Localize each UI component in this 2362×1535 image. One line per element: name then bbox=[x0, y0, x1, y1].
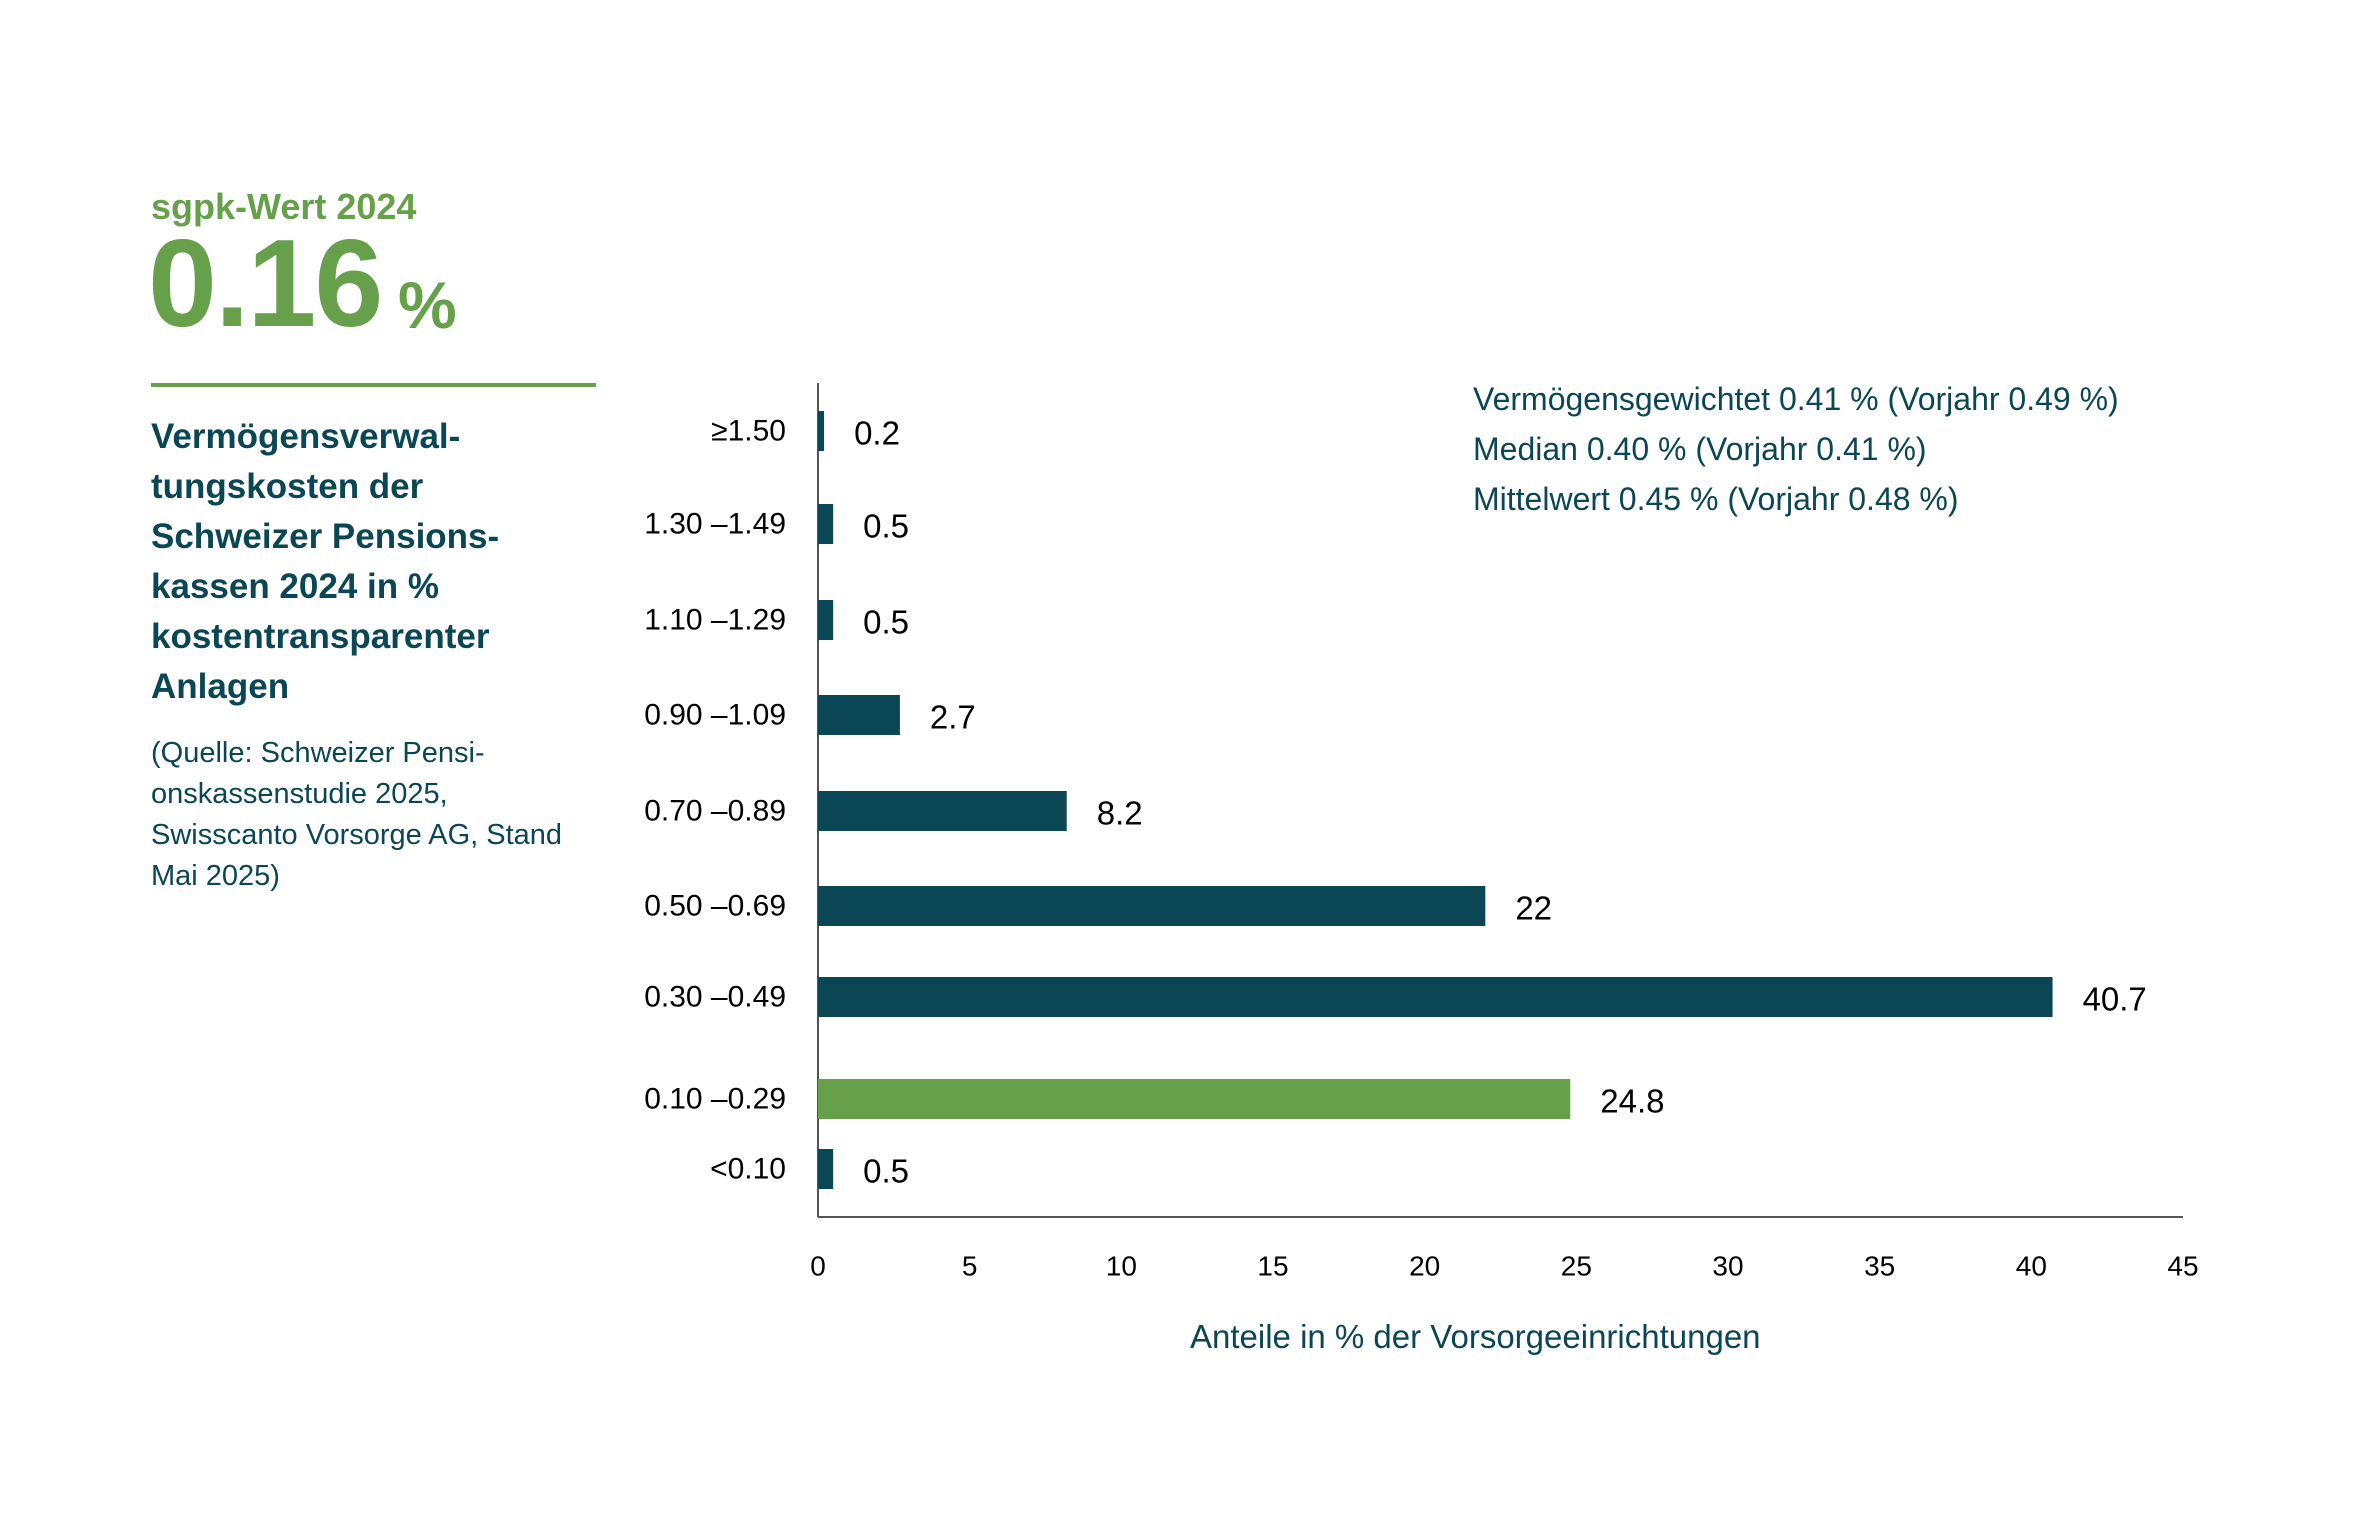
summary-stats: Vermögensgewichtet 0.41 % (Vorjahr 0.49 … bbox=[1473, 374, 2119, 524]
value-label: 0.5 bbox=[863, 508, 909, 545]
x-tick-label: 15 bbox=[1257, 1251, 1288, 1282]
category-label: 0.70 –0.89 bbox=[644, 795, 786, 828]
x-axis-title: Anteile in % der Vorsorgeeinrichtungen bbox=[1190, 1318, 1761, 1355]
x-tick-label: 5 bbox=[962, 1251, 978, 1282]
bar bbox=[818, 504, 834, 544]
value-label: 40.7 bbox=[2083, 981, 2147, 1018]
value-label: 8.2 bbox=[1097, 795, 1143, 832]
headline-unit: % bbox=[398, 268, 457, 342]
x-tick-label: 35 bbox=[1864, 1251, 1895, 1282]
x-tick-label: 30 bbox=[1712, 1251, 1743, 1282]
bar bbox=[818, 695, 900, 735]
value-label: 0.5 bbox=[863, 1153, 909, 1190]
value-label: 0.2 bbox=[854, 415, 900, 452]
bar bbox=[818, 791, 1067, 831]
stat-weighted: Vermögensgewichtet 0.41 % (Vorjahr 0.49 … bbox=[1473, 381, 2119, 417]
kicker-label: sgpk-Wert 2024 bbox=[151, 186, 417, 227]
stat-mean: Mittelwert 0.45 % (Vorjahr 0.48 %) bbox=[1473, 481, 1959, 517]
bar bbox=[818, 411, 825, 451]
x-tick-label: 40 bbox=[2016, 1251, 2047, 1282]
value-label: 24.8 bbox=[1600, 1083, 1664, 1120]
headline-value: 0.16 bbox=[148, 215, 383, 353]
value-label: 2.7 bbox=[930, 699, 976, 736]
category-label: <0.10 bbox=[710, 1153, 786, 1186]
x-tick-label: 0 bbox=[810, 1251, 826, 1282]
category-label: 1.10 –1.29 bbox=[644, 604, 786, 637]
category-label: 1.30 –1.49 bbox=[644, 508, 786, 541]
bar bbox=[818, 600, 834, 640]
stat-median: Median 0.40 % (Vorjahr 0.41 %) bbox=[1473, 431, 1927, 467]
value-label: 0.5 bbox=[863, 604, 909, 641]
bar bbox=[818, 1079, 1571, 1119]
source-note: (Quelle: Schweizer Pensi­onskassenstudie… bbox=[151, 737, 563, 892]
category-label: 0.50 –0.69 bbox=[644, 890, 786, 923]
x-tick-label: 25 bbox=[1561, 1251, 1592, 1282]
x-tick-label: 10 bbox=[1106, 1251, 1137, 1282]
chart-title: Vermögensverwal­tungskosten der Schweize… bbox=[151, 417, 500, 706]
divider-rule bbox=[151, 383, 596, 387]
x-tick-label: 45 bbox=[2167, 1251, 2198, 1282]
bar bbox=[818, 886, 1486, 926]
category-label: ≥1.50 bbox=[711, 415, 786, 448]
bar bbox=[818, 977, 2053, 1017]
value-label: 22 bbox=[1515, 890, 1552, 927]
category-label: 0.10 –0.29 bbox=[644, 1083, 786, 1116]
x-tick-label: 20 bbox=[1409, 1251, 1440, 1282]
category-label: 0.30 –0.49 bbox=[644, 981, 786, 1014]
bar bbox=[818, 1149, 834, 1189]
category-label: 0.90 –1.09 bbox=[644, 699, 786, 732]
